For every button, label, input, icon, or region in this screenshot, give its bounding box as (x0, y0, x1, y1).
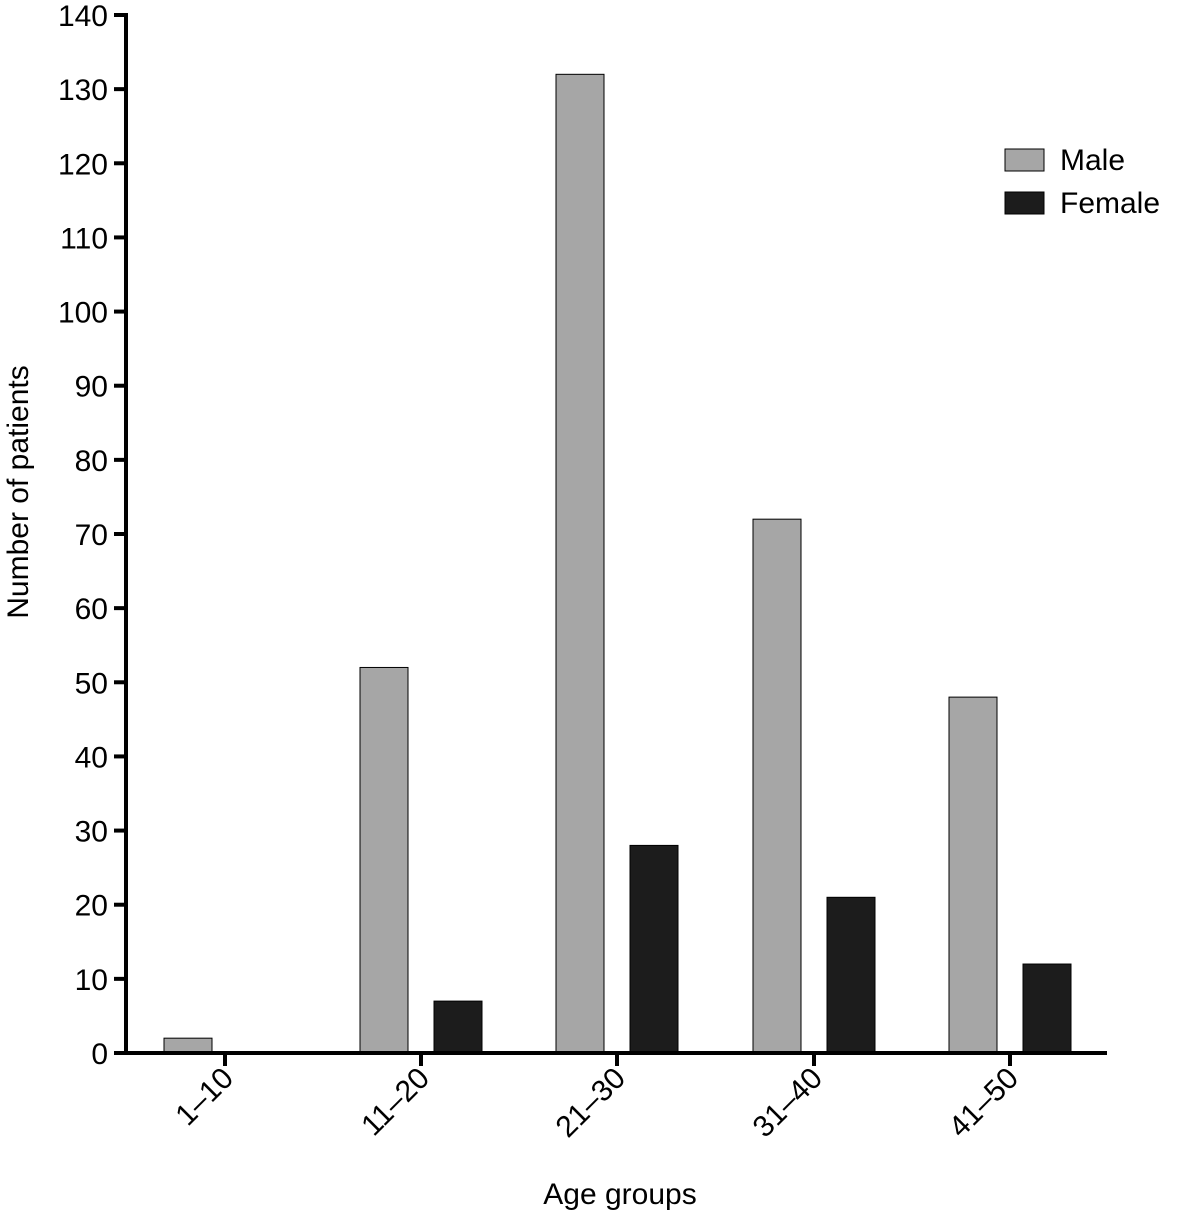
legend-swatch-female (1004, 191, 1045, 215)
y-tick-label: 80 (75, 445, 108, 478)
x-tick-label: 31–40 (747, 1062, 829, 1144)
x-tick-label: 21–30 (550, 1062, 632, 1144)
y-axis-ticks: 0 10 20 30 40 50 60 70 80 90 100 110 120 130 140 (58, 0, 126, 1071)
y-tick-label: 110 (60, 222, 108, 255)
bar-male-2 (555, 73, 605, 1054)
x-tick-label: 1–10 (169, 1062, 240, 1133)
bar-female-3 (826, 896, 876, 1054)
y-tick-label: 60 (75, 593, 108, 626)
legend-label-female: Female (1060, 187, 1160, 220)
legend-label-male: Male (1060, 144, 1125, 177)
y-tick-label: 10 (75, 964, 108, 997)
legend: Male Female (1004, 144, 1160, 220)
bar-male-4 (948, 696, 998, 1054)
y-tick-label: 50 (75, 667, 108, 700)
y-tick-label: 20 (75, 890, 108, 923)
x-tick-label: 11–20 (355, 1062, 436, 1143)
bar-female-4 (1022, 963, 1072, 1054)
y-tick-label: 30 (75, 816, 108, 849)
bar-male-1 (359, 666, 409, 1054)
x-axis-ticks: 1–10 11–20 21–30 31–40 41–50 (169, 1053, 1025, 1144)
y-tick-label: 100 (58, 297, 108, 330)
y-tick-label: 70 (75, 519, 108, 552)
bar-marks (163, 73, 1072, 1054)
y-tick-label: 130 (58, 74, 108, 107)
y-tick-label: 0 (91, 1038, 108, 1071)
bar-male-0 (163, 1037, 213, 1054)
y-tick-label: 140 (58, 0, 108, 33)
y-axis-title: Number of patients (2, 365, 35, 618)
y-tick-label: 120 (58, 148, 108, 181)
y-tick-label: 40 (75, 741, 108, 774)
bar-male-3 (752, 518, 802, 1054)
bar-female-2 (629, 844, 679, 1054)
legend-swatch-male (1004, 148, 1045, 172)
x-tick-label: 41–50 (943, 1062, 1025, 1144)
bar-female-1 (433, 1000, 483, 1054)
y-tick-label: 90 (75, 371, 108, 404)
x-axis-title: Age groups (543, 1178, 696, 1211)
